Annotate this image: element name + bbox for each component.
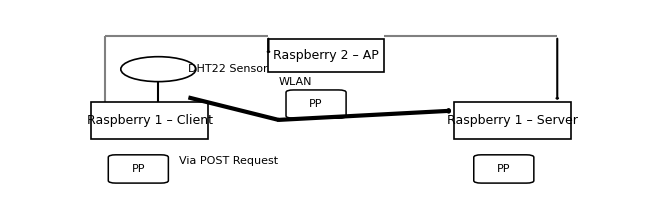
- FancyBboxPatch shape: [90, 102, 209, 139]
- Text: Raspberry 1 – Server: Raspberry 1 – Server: [447, 114, 578, 127]
- FancyBboxPatch shape: [474, 155, 534, 183]
- FancyBboxPatch shape: [286, 90, 346, 118]
- Text: Via POST Request: Via POST Request: [179, 156, 278, 166]
- Text: Raspberry 1 – Client: Raspberry 1 – Client: [87, 114, 213, 127]
- Text: PP: PP: [309, 99, 323, 109]
- Text: PP: PP: [497, 164, 510, 174]
- Circle shape: [121, 57, 196, 82]
- Text: DHT22 Sensor: DHT22 Sensor: [189, 64, 268, 74]
- Text: PP: PP: [132, 164, 145, 174]
- FancyBboxPatch shape: [453, 102, 571, 139]
- FancyBboxPatch shape: [269, 39, 384, 73]
- FancyBboxPatch shape: [109, 155, 169, 183]
- Text: WLAN: WLAN: [278, 77, 312, 87]
- Text: Raspberry 2 – AP: Raspberry 2 – AP: [273, 49, 379, 62]
